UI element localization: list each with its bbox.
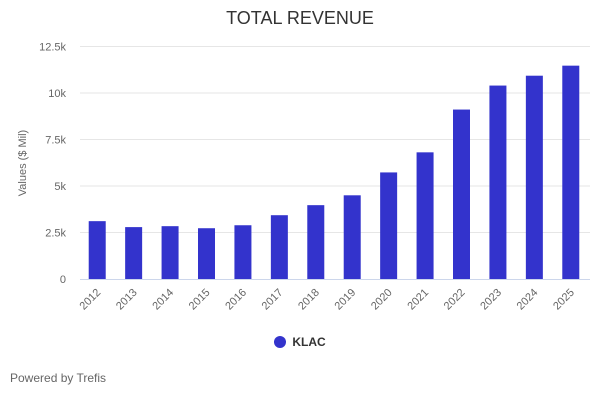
bar-2013 bbox=[125, 227, 143, 279]
x-tick-label: 2019 bbox=[333, 287, 359, 313]
bar-2022 bbox=[453, 109, 470, 279]
bar-2014 bbox=[161, 226, 179, 279]
x-tick-label: 2016 bbox=[223, 287, 249, 313]
x-tick-label: 2013 bbox=[114, 287, 140, 313]
x-tick-label: 2025 bbox=[551, 287, 577, 313]
x-tick-label: 2014 bbox=[150, 287, 176, 313]
bar-2021 bbox=[416, 152, 434, 279]
y-tick-label: 7.5k bbox=[45, 135, 66, 147]
x-tick-label: 2017 bbox=[260, 287, 286, 313]
x-tick-label: 2012 bbox=[78, 287, 104, 313]
x-tick-label: 2018 bbox=[296, 287, 322, 313]
y-tick-label: 5k bbox=[54, 181, 66, 193]
y-tick-label: 12.5k bbox=[39, 42, 66, 54]
y-tick-label: 10k bbox=[48, 88, 66, 100]
bar-2023 bbox=[489, 85, 507, 279]
x-tick-label: 2020 bbox=[369, 287, 395, 313]
footer-credit: Powered by Trefis bbox=[10, 371, 107, 385]
bar-2019 bbox=[343, 195, 361, 279]
y-axis-label: Values ($ Mil) bbox=[17, 130, 29, 196]
x-tick-label: 2024 bbox=[515, 287, 541, 313]
chart-title: TOTAL REVENUE bbox=[226, 8, 374, 28]
legend-label: KLAC bbox=[292, 335, 326, 349]
y-tick-label: 0 bbox=[60, 274, 66, 286]
bar-2017 bbox=[270, 215, 288, 279]
x-tick-label: 2023 bbox=[478, 287, 504, 313]
bar-2012 bbox=[88, 221, 106, 279]
legend[interactable]: KLAC bbox=[0, 335, 600, 349]
bar-2018 bbox=[307, 205, 325, 279]
x-tick-label: 2022 bbox=[442, 287, 468, 313]
bar-2020 bbox=[380, 172, 398, 279]
bar-chart: 0 2.5k 5k 7.5k 10k 12.5k Values ($ Mil) 2012 201… bbox=[17, 42, 590, 313]
y-tick-label: 2.5k bbox=[45, 228, 66, 240]
x-tick-label: 2015 bbox=[187, 287, 213, 313]
bar-2025 bbox=[562, 65, 580, 280]
x-tick-label: 2021 bbox=[405, 287, 431, 313]
bar-2016 bbox=[234, 225, 252, 279]
bar-2024 bbox=[525, 75, 543, 280]
legend-marker-icon bbox=[274, 336, 287, 348]
bar-2015 bbox=[198, 228, 215, 279]
